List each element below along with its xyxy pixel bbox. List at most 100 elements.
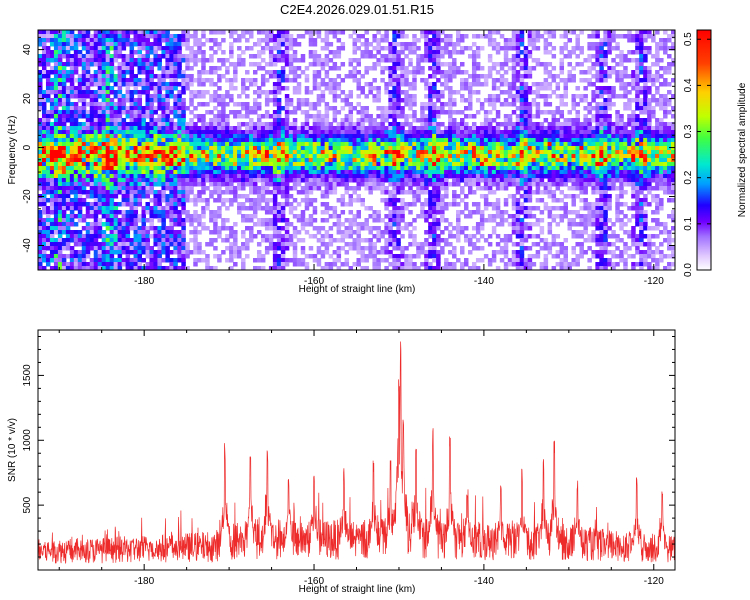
heatmap-cell	[77, 150, 83, 155]
heatmap-cell	[328, 186, 334, 191]
heatmap-cell	[332, 118, 338, 123]
heatmap-cell	[372, 218, 377, 223]
heatmap-cell	[105, 226, 111, 231]
heatmap-cell	[380, 66, 385, 71]
heatmap-cell	[463, 130, 469, 135]
heatmap-cell	[189, 110, 194, 115]
heatmap-cell	[77, 34, 83, 39]
heatmap-cell	[404, 174, 409, 179]
heatmap-cell	[125, 222, 131, 227]
heatmap-cell	[276, 246, 282, 251]
heatmap-cell	[436, 158, 441, 163]
heatmap-cell	[145, 102, 150, 107]
heatmap-cell	[384, 114, 389, 119]
heatmap-cell	[149, 246, 154, 251]
heatmap-cell	[209, 162, 214, 167]
heatmap-cell	[101, 250, 107, 255]
heatmap-cell	[292, 258, 298, 263]
heatmap-cell	[368, 250, 373, 255]
heatmap-cell	[324, 130, 330, 135]
heatmap-cell	[105, 154, 111, 159]
heatmap-cell	[177, 90, 182, 95]
heatmap-cell	[328, 142, 334, 147]
heatmap-cell	[396, 78, 401, 83]
heatmap-cell	[81, 214, 87, 219]
heatmap-cell	[312, 154, 318, 159]
heatmap-cell	[177, 186, 182, 191]
heatmap-cell	[77, 110, 83, 115]
heatmap-cell	[57, 30, 63, 35]
heatmap-cell	[264, 246, 270, 251]
heatmap-cell	[93, 174, 99, 179]
heatmap-cell	[432, 54, 437, 59]
heatmap-cell	[113, 234, 119, 239]
heatmap-cell	[324, 146, 330, 151]
heatmap-cell	[93, 30, 99, 35]
heatmap-cell	[233, 114, 238, 119]
heatmap-cell	[205, 266, 210, 270]
heatmap-cell	[328, 86, 334, 91]
heatmap-cell	[117, 138, 123, 143]
heatmap-cell	[237, 38, 242, 43]
heatmap-cell	[388, 222, 393, 227]
heatmap-cell	[296, 162, 302, 167]
heatmap-cell	[169, 54, 174, 59]
heatmap-cell	[384, 30, 389, 35]
heatmap-cell	[316, 226, 322, 231]
heatmap-cell	[280, 138, 286, 143]
heatmap-cell	[38, 82, 43, 87]
heatmap-cell	[463, 34, 469, 39]
heatmap-cell	[376, 46, 381, 51]
heatmap-cell	[440, 146, 445, 151]
heatmap-cell	[376, 214, 381, 219]
heatmap-cell	[81, 190, 87, 195]
heatmap-cell	[121, 162, 127, 167]
heatmap-cell	[38, 54, 43, 59]
heatmap-cell	[38, 250, 43, 255]
heatmap-cell	[392, 66, 397, 71]
heatmap-cell	[69, 62, 75, 67]
heatmap-cell	[260, 222, 266, 227]
heatmap-cell	[328, 206, 334, 211]
heatmap-cell	[49, 162, 55, 167]
heatmap-cell	[300, 142, 306, 147]
heatmap-cell	[424, 126, 429, 131]
heatmap-cell	[53, 266, 59, 270]
heatmap-cell	[368, 90, 373, 95]
heatmap-cell	[364, 178, 369, 183]
heatmap-cell	[292, 86, 298, 91]
heatmap-cell	[372, 186, 377, 191]
heatmap-cell	[189, 174, 194, 179]
heatmap-cell	[181, 226, 186, 231]
heatmap-cell	[264, 102, 270, 107]
heatmap-cell	[225, 154, 230, 159]
heatmap-cell	[137, 102, 143, 107]
heatmap-cell	[153, 38, 158, 43]
heatmap-cell	[181, 54, 186, 59]
heatmap-cell	[41, 250, 47, 255]
heatmap-cell	[141, 78, 146, 83]
heatmap-cell	[113, 246, 119, 251]
heatmap-cell	[396, 130, 401, 135]
heatmap-cell	[272, 114, 278, 119]
heatmap-cell	[81, 234, 87, 239]
heatmap-cell	[137, 94, 143, 99]
heatmap-cell	[117, 246, 123, 251]
heatmap-cell	[292, 174, 298, 179]
heatmap-cell	[197, 78, 202, 83]
heatmap-cell	[181, 102, 186, 107]
heatmap-cell	[169, 90, 174, 95]
heatmap-cell	[85, 62, 91, 67]
heatmap-cell	[117, 134, 123, 139]
heatmap-cell	[113, 162, 119, 167]
heatmap-cell	[89, 106, 95, 111]
heatmap-cell	[388, 182, 393, 187]
heatmap-cell	[97, 258, 103, 263]
heatmap-cell	[157, 246, 162, 251]
heatmap-cell	[149, 266, 154, 270]
heatmap-cell	[388, 178, 393, 183]
heatmap-cell	[121, 150, 127, 155]
heatmap-cell	[272, 154, 278, 159]
heatmap-cell	[308, 190, 314, 195]
heatmap-cell	[388, 138, 393, 143]
